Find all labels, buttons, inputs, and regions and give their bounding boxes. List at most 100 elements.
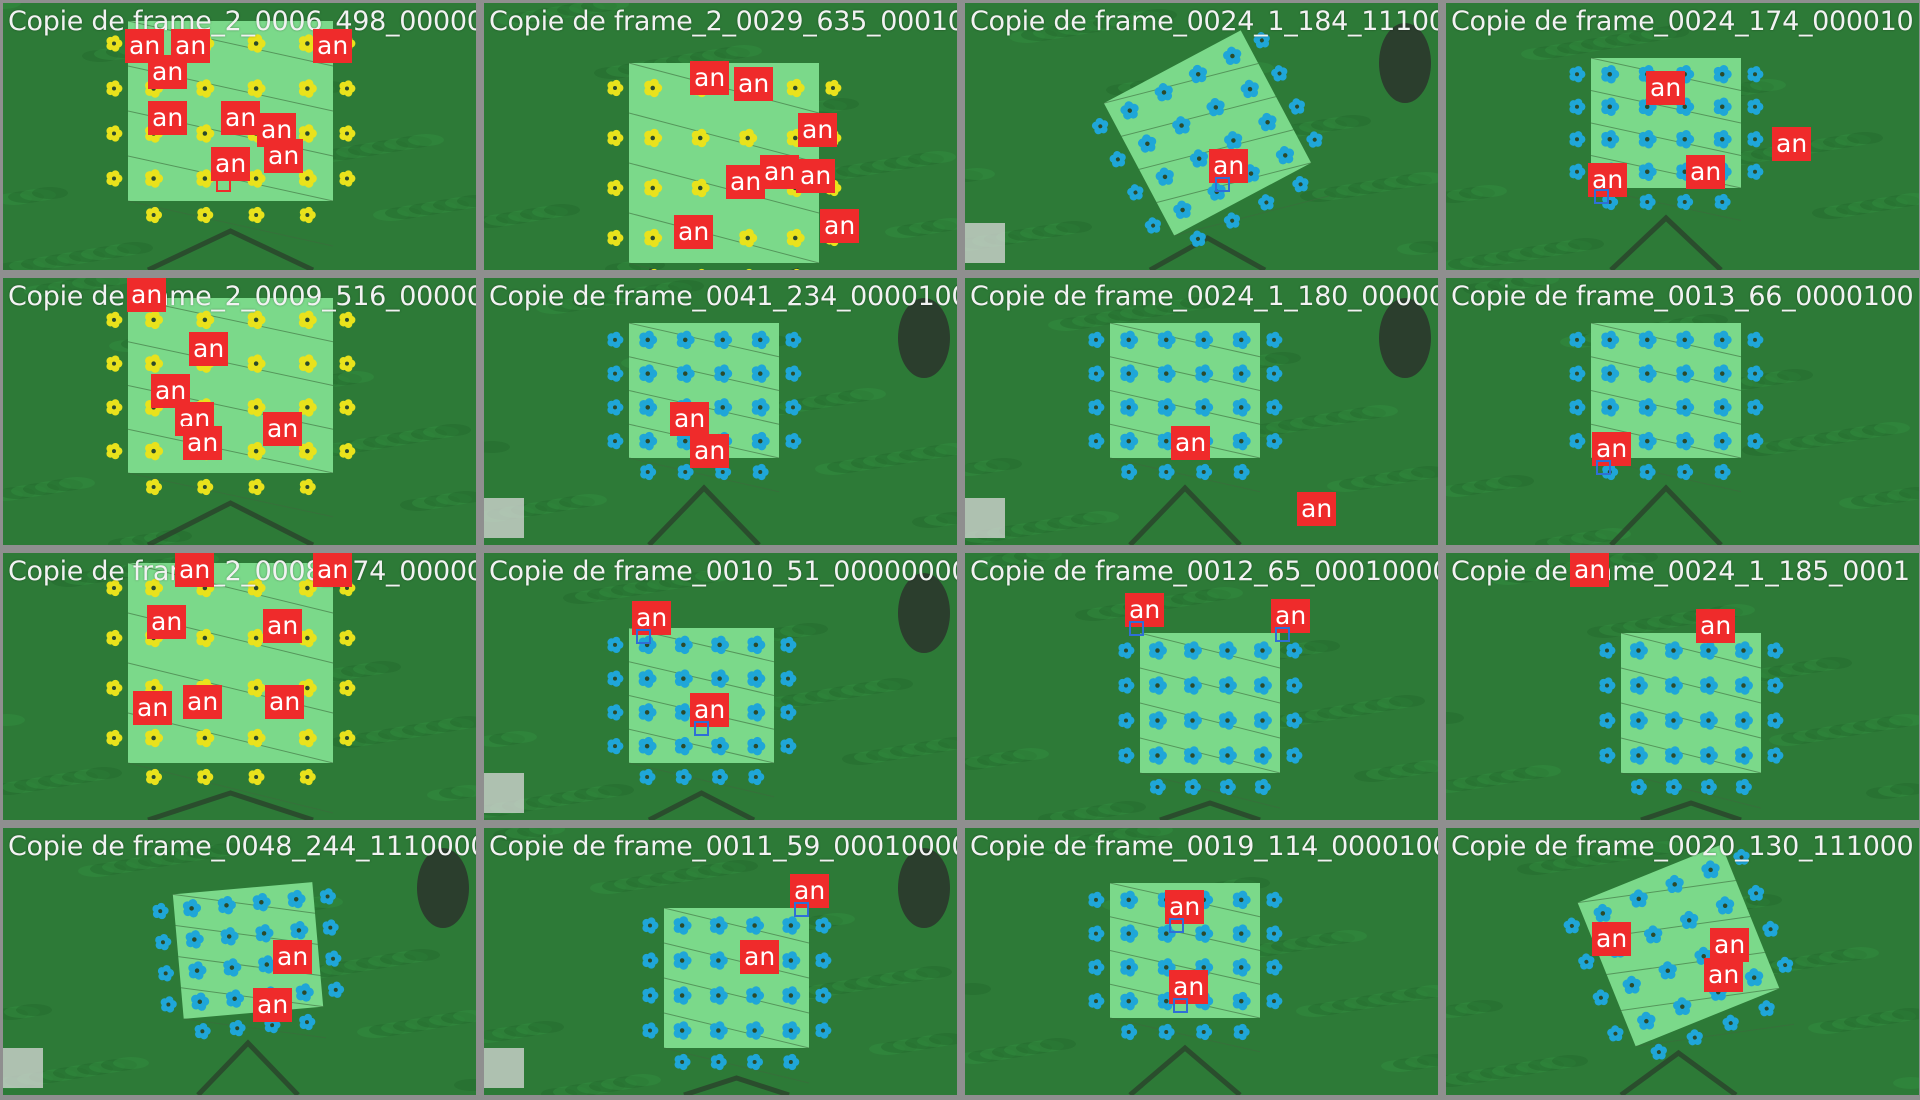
image-caption: Copie de frame_0024_174_000010 <box>1451 6 1914 37</box>
scene-image <box>1446 3 1919 270</box>
image-caption: Copie de frame_2_0009_516_0000000000.jpg <box>8 281 476 312</box>
scene-image <box>1446 828 1919 1095</box>
detection-box <box>636 629 651 644</box>
detection-box <box>794 902 809 917</box>
detection-label: an <box>1271 599 1311 633</box>
detection-label: an <box>211 147 251 181</box>
detection-box <box>1173 998 1188 1013</box>
detection-box <box>1275 627 1290 642</box>
detection-label: an <box>221 101 261 135</box>
detection-label: an <box>670 402 710 436</box>
detection-label: an <box>796 159 836 193</box>
detection-label: an <box>183 685 223 719</box>
detection-label: an <box>265 685 305 719</box>
image-tile: Copie de frame_0024_1_184_1110000000.jpg… <box>965 3 1438 270</box>
image-caption: Copie de frame_2_0006_498_0000000000.jpg <box>8 6 476 37</box>
scene-image <box>484 553 957 820</box>
detection-label: an <box>127 278 167 312</box>
image-tile: Copie de frame_0011_59_0001000000.jpg an… <box>484 828 957 1095</box>
detection-label: an <box>264 139 304 173</box>
detection-label: an <box>1696 609 1736 643</box>
image-caption: Copie de frame_0048_244_1110000000.jpg <box>8 831 476 862</box>
image-caption: Copie de frame_0013_66_0000100 <box>1451 281 1914 312</box>
detection-label: an <box>1704 958 1744 992</box>
detection-label: an <box>253 988 293 1022</box>
image-tile: Copie de frame_2_0008_474_0000000000.jpg… <box>3 553 476 820</box>
image-tile: Copie de frame_0012_65_0001000000.jpg an… <box>965 553 1438 820</box>
image-tile: Copie de frame_2_0029_635_0001000000.jpg… <box>484 3 957 270</box>
scene-image <box>484 828 957 1095</box>
detection-box <box>1596 460 1611 475</box>
detection-label: an <box>263 412 303 446</box>
image-caption: Copie de frame_0010_51_0000000001.jpg <box>489 556 957 587</box>
image-caption: Copie de frame_0041_234_0000100000.jpg <box>489 281 957 312</box>
detection-label: an <box>313 553 353 587</box>
detection-label: an <box>734 67 774 101</box>
detection-label: an <box>1125 593 1165 627</box>
image-tile: Copie de frame_0024_1_180_0000000000.jpg… <box>965 278 1438 545</box>
detection-label: an <box>1646 71 1686 105</box>
scene-image <box>965 3 1438 270</box>
scene-image <box>1446 278 1919 545</box>
detection-label: an <box>726 165 766 199</box>
image-tile: Copie de frame_2_0009_516_0000000000.jpg… <box>3 278 476 545</box>
detection-box <box>1594 189 1609 204</box>
image-tile: Copie de frame_0048_244_1110000000.jpg a… <box>3 828 476 1095</box>
image-caption: Copie de frame_0024_1_180_0000000000.jpg <box>970 281 1438 312</box>
detection-label: an <box>148 101 188 135</box>
scene-image <box>1446 553 1919 820</box>
image-tile: Copie de frame_0010_51_0000000001.jpg an… <box>484 553 957 820</box>
detection-label: an <box>690 61 730 95</box>
detection-box <box>1129 621 1144 636</box>
detection-label: an <box>1297 492 1337 526</box>
image-tile: Copie de frame_0020_130_111000 an an an <box>1446 828 1919 1095</box>
scene-image <box>484 278 957 545</box>
detection-label: an <box>313 29 353 63</box>
scene-image <box>3 278 476 545</box>
scene-image <box>3 3 476 270</box>
detection-label: an <box>1169 970 1209 1004</box>
detection-label: an <box>133 691 173 725</box>
scene-image <box>3 828 476 1095</box>
detection-label: an <box>1772 127 1812 161</box>
detection-label: an <box>740 940 780 974</box>
image-tile: Copie de frame_2_0006_498_0000000000.jpg… <box>3 3 476 270</box>
detection-label: an <box>147 605 187 639</box>
detection-label: an <box>1592 432 1632 466</box>
detection-label: an <box>798 113 838 147</box>
detection-box <box>216 177 231 192</box>
detection-label: an <box>1710 928 1750 962</box>
detection-box <box>1169 918 1184 933</box>
image-caption: Copie de frame_0011_59_0001000000.jpg <box>489 831 957 862</box>
image-caption: Copie de frame_0012_65_0001000000.jpg <box>970 556 1438 587</box>
scene-image <box>965 828 1438 1095</box>
detection-label: an <box>175 553 215 587</box>
detection-label: an <box>273 940 313 974</box>
detection-label: an <box>1171 426 1211 460</box>
image-caption: Copie de frame_0020_130_111000 <box>1451 831 1914 862</box>
detection-box <box>694 721 709 736</box>
image-tile: Copie de frame_0019_114_0000100000.jpg a… <box>965 828 1438 1095</box>
image-caption: Copie de frame_0024_1_184_1110000000.jpg <box>970 6 1438 37</box>
image-tile: Copie de frame_0024_174_000010 an an an … <box>1446 3 1919 270</box>
scene-image <box>484 3 957 270</box>
scene-image <box>965 278 1438 545</box>
image-tile: Copie de frame_0013_66_0000100 an <box>1446 278 1919 545</box>
scene-image <box>3 553 476 820</box>
detection-label: an <box>820 209 860 243</box>
image-caption: Copie de frame_2_0029_635_0001000000.jpg <box>489 6 957 37</box>
detection-label: an <box>674 215 714 249</box>
detection-label: an <box>148 55 188 89</box>
image-tile: Copie de frame_0024_1_185_0001 an an <box>1446 553 1919 820</box>
image-tile: Copie de frame_0041_234_0000100000.jpg a… <box>484 278 957 545</box>
detection-box <box>1215 177 1230 192</box>
detection-label: an <box>263 609 303 643</box>
detection-label: an <box>690 434 730 468</box>
detection-label: an <box>1570 553 1610 587</box>
scene-image <box>965 553 1438 820</box>
image-caption: Copie de frame_0024_1_185_0001 <box>1451 556 1910 587</box>
detection-label: an <box>189 332 229 366</box>
detection-label: an <box>1686 155 1726 189</box>
detection-label: an <box>183 426 223 460</box>
